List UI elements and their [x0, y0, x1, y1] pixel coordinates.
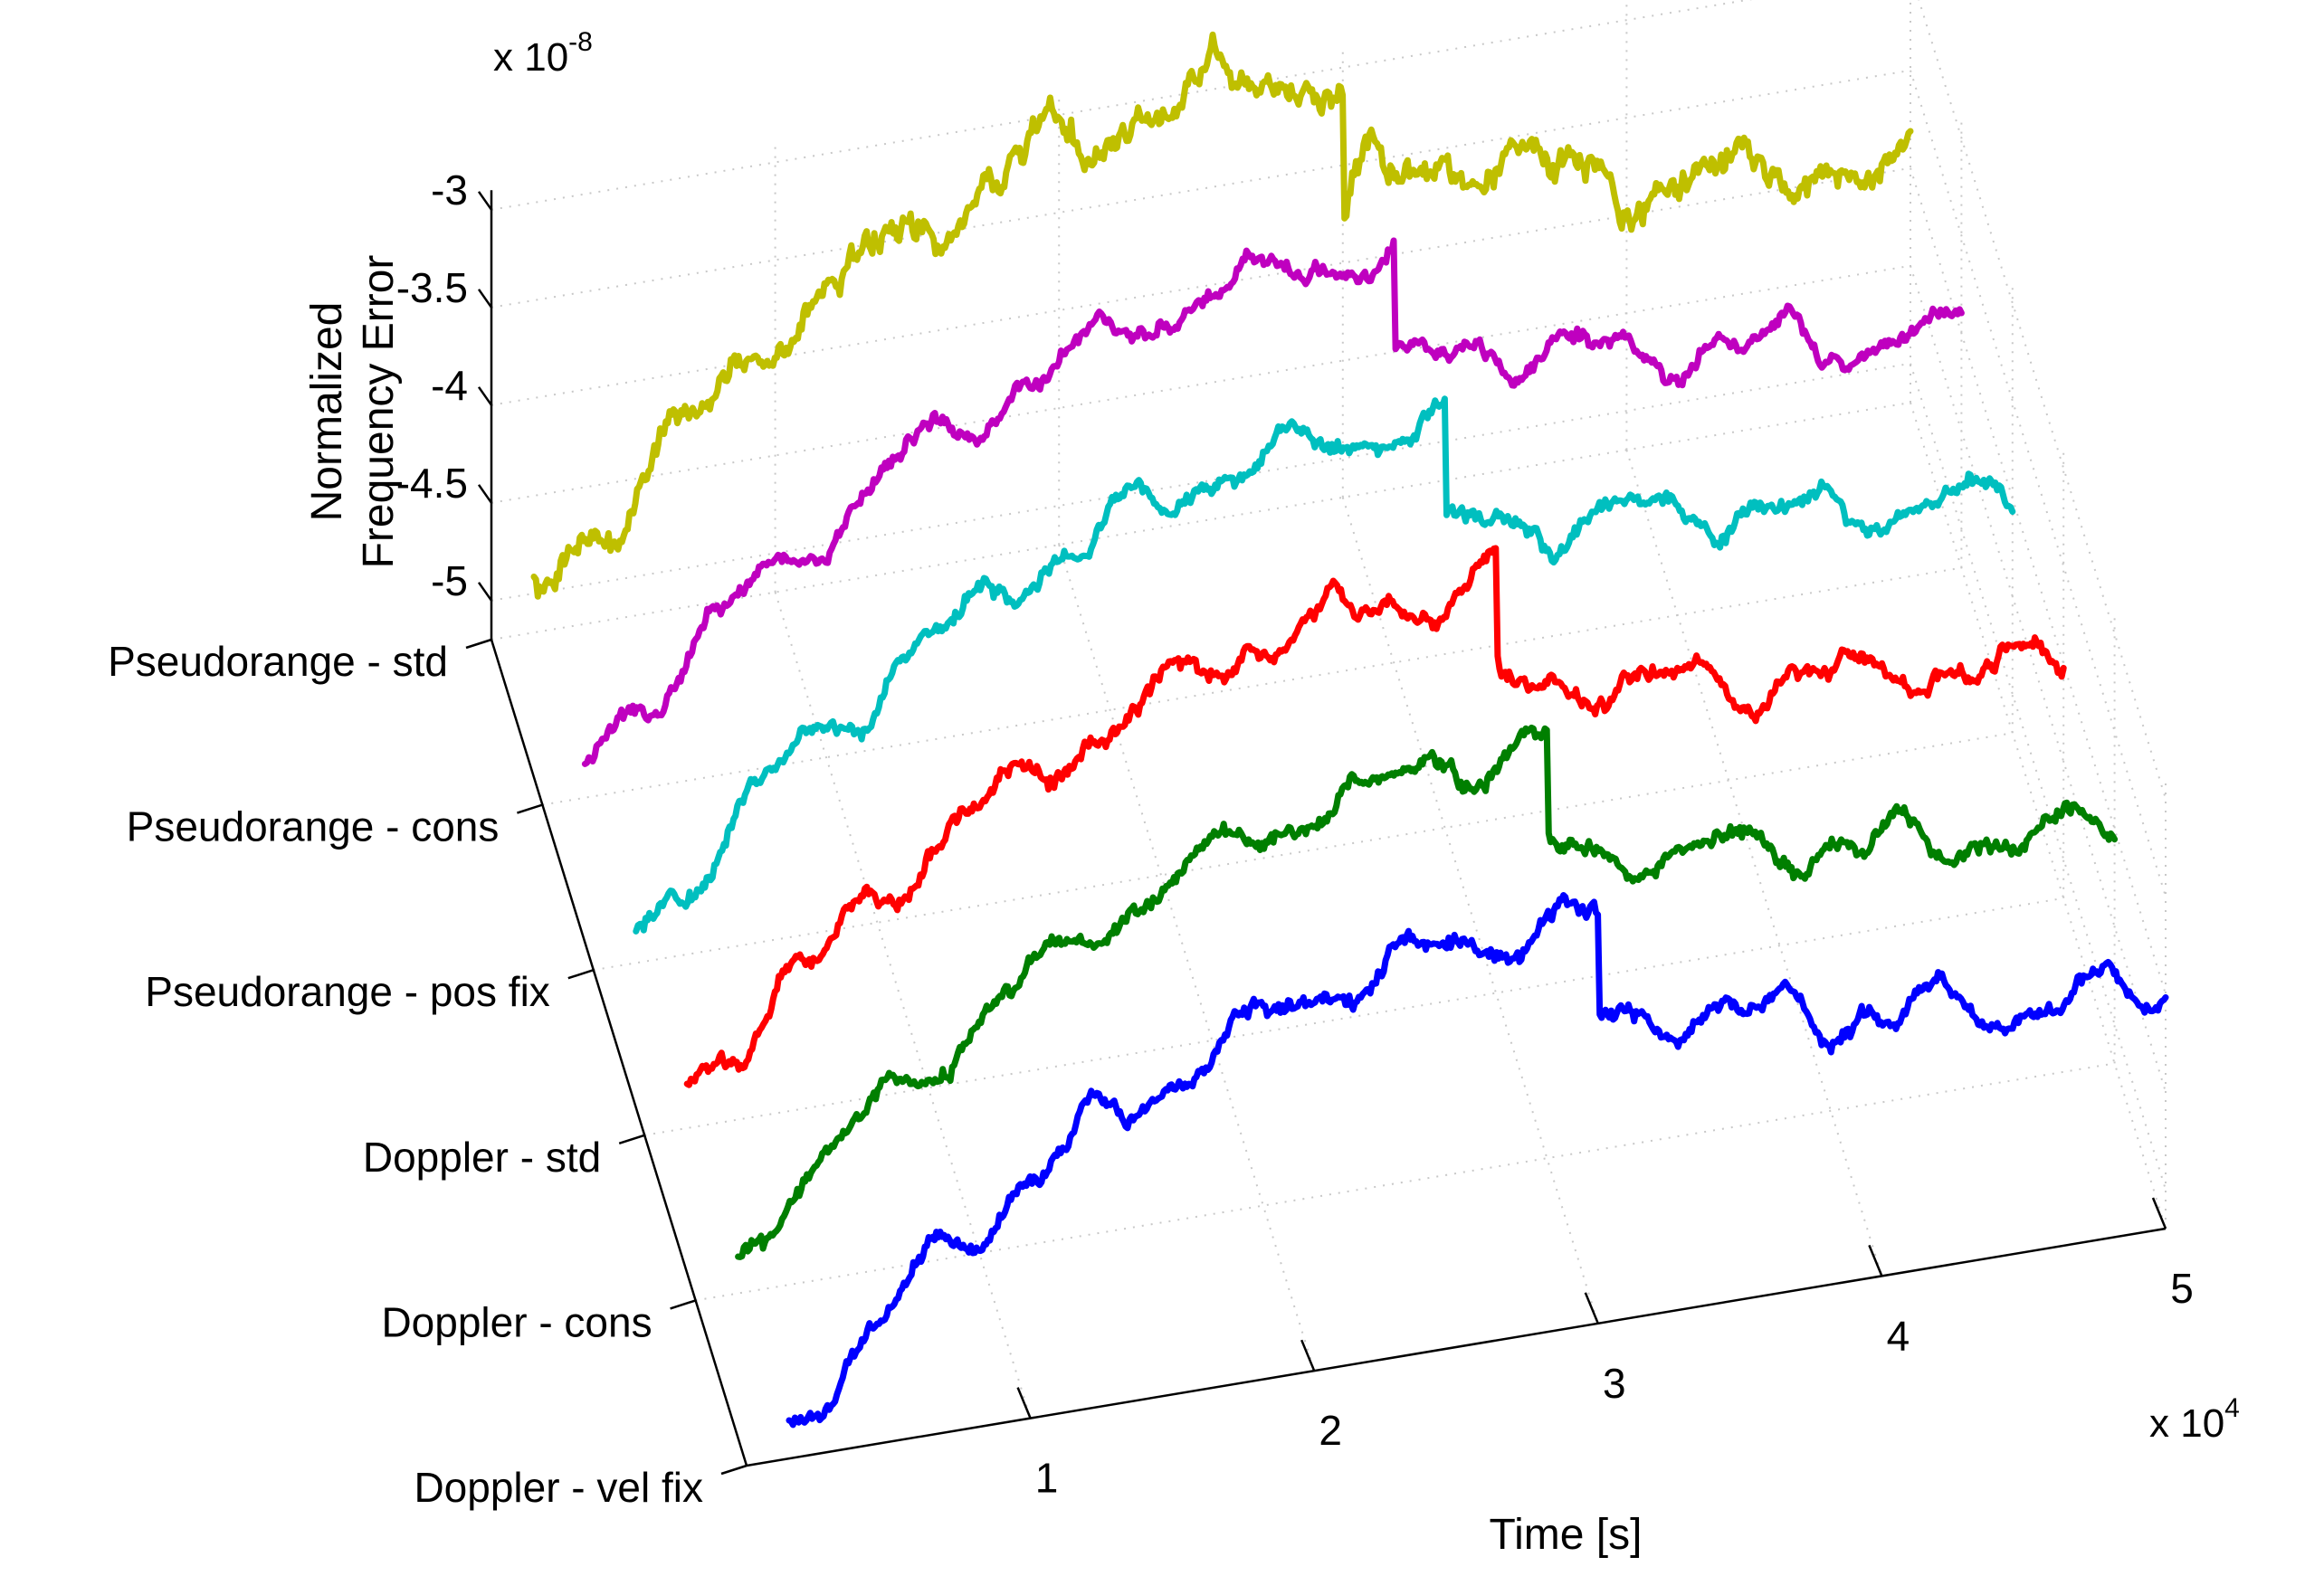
- z-tick-mark--3: [477, 191, 493, 211]
- sidewall-grid-z--4: [1910, 167, 2167, 995]
- series-line-pseudorange-pos-fix: [633, 395, 2016, 935]
- series-line-pseudorange-cons: [581, 237, 1965, 767]
- category-label-2: Pseudorange - pos fix: [145, 968, 550, 1015]
- x-tick-mark-4: [1868, 1244, 1883, 1277]
- floor-grid-cat-4: [695, 1062, 2115, 1302]
- backwall-grid-z--3: [491, 0, 1753, 211]
- sidewall-grid-z--4.5: [1910, 265, 2167, 1093]
- floor-grid-x-2: [1058, 544, 1316, 1372]
- category-label-3: Doppler - std: [363, 1134, 601, 1181]
- x-multiplier-exponent: 4: [2224, 1393, 2240, 1423]
- series-layer: [530, 31, 2169, 1429]
- z-multiplier-base: x 10: [493, 35, 568, 80]
- floor-grid-cat-2: [593, 732, 2013, 972]
- z-multiplier-label: x 10-8: [493, 27, 593, 80]
- z-tick-label--4.5: -4.5: [396, 460, 468, 507]
- z-axis-title-line2: Frequency Error: [355, 255, 403, 569]
- sidewall-grid-z--3.5: [1910, 70, 2167, 897]
- category-axis-line: [490, 639, 748, 1467]
- category-tick-mark-1: [517, 803, 543, 814]
- x-multiplier-label: x 104: [2149, 1393, 2240, 1446]
- floor-grid-x-5: [1910, 402, 2167, 1229]
- category-label-5: Doppler - vel fix: [414, 1464, 703, 1511]
- x-axis-line: [746, 1227, 2167, 1467]
- z-axis-title-line1: Normalized: [303, 302, 351, 522]
- x-tick-mark-1: [1016, 1387, 1032, 1419]
- series-line-doppler-cons: [735, 724, 2119, 1260]
- x-tick-mark-3: [1584, 1292, 1599, 1324]
- z-tick-mark--5: [477, 582, 493, 602]
- z-tick-label--5: -5: [431, 557, 468, 604]
- category-label-4: Doppler - cons: [381, 1298, 652, 1345]
- category-tick-mark-0: [465, 638, 492, 650]
- floor-grid-cat-1: [542, 566, 1962, 806]
- x-multiplier-base: x 10: [2149, 1401, 2224, 1446]
- floor-grid-cat-3: [644, 897, 2064, 1136]
- series-line-pseudorange-std: [530, 31, 1914, 600]
- category-label-0: Pseudorange - std: [108, 638, 448, 685]
- sidewall-grid-z--3: [1918, 0, 2167, 800]
- z-tick-label--3.5: -3.5: [396, 264, 468, 311]
- x-tick-label-2: 2: [1319, 1407, 1342, 1454]
- category-tick-mark-2: [567, 969, 595, 980]
- x-tick-label-3: 3: [1603, 1360, 1626, 1407]
- z-tick-label--4: -4: [431, 362, 468, 409]
- x-tick-label-5: 5: [2170, 1265, 2194, 1312]
- x-tick-label-1: 1: [1035, 1455, 1059, 1502]
- x-tick-mark-2: [1300, 1339, 1316, 1372]
- z-multiplier-exponent: -8: [568, 27, 593, 57]
- axes-layer: [465, 190, 2167, 1476]
- floor-grid-x-3: [1341, 497, 1599, 1324]
- x-axis-title: Time [s]: [1490, 1511, 1643, 1559]
- category-tick-mark-4: [670, 1299, 696, 1310]
- series-line-doppler-std: [683, 545, 2067, 1088]
- z-tick-mark--3.5: [477, 289, 493, 309]
- x-tick-mark-5: [2151, 1197, 2167, 1229]
- labels-layer: Time [s] x 104 x 10-8 Normalized Frequen…: [108, 27, 2240, 1559]
- x-tick-label-4: 4: [1887, 1312, 1910, 1359]
- category-tick-mark-3: [618, 1134, 645, 1144]
- series-line-doppler-vel-fix: [786, 892, 2169, 1429]
- z-tick-label--3: -3: [431, 166, 468, 214]
- z-tick-mark--4: [477, 386, 493, 406]
- category-label-1: Pseudorange - cons: [127, 803, 500, 850]
- z-tick-mark--4.5: [477, 484, 493, 504]
- backwall-grid-z--3.5: [491, 69, 1911, 309]
- category-tick-mark-5: [720, 1464, 748, 1476]
